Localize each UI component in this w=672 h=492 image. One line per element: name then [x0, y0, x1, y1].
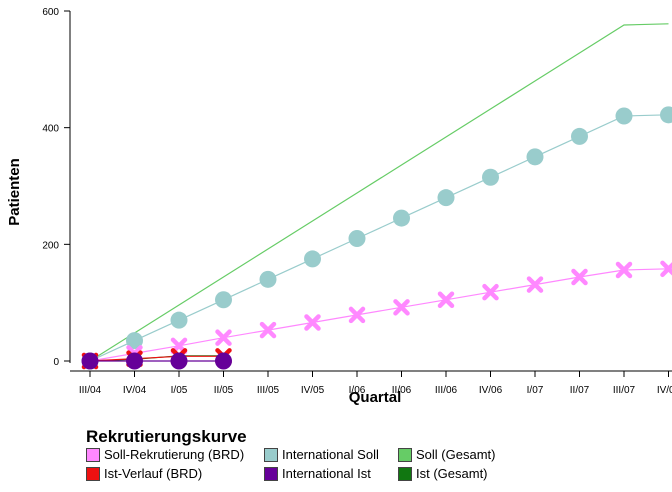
x-tick-label: II/05	[214, 385, 234, 396]
y-tick-label: 600	[42, 7, 59, 18]
data-point	[170, 311, 188, 329]
series-international-ist	[81, 352, 232, 370]
data-point	[348, 306, 366, 324]
data-point	[126, 352, 143, 370]
data-point	[348, 230, 366, 247]
x-tick-label: III/06	[435, 385, 458, 396]
legend-item: International Soll	[264, 447, 398, 463]
data-point	[215, 291, 232, 309]
legend-title: Rekrutierungskurve	[86, 427, 247, 446]
data-point	[126, 332, 143, 350]
x-tick-label: III/07	[613, 385, 636, 396]
data-point	[615, 107, 633, 125]
series-soll-rekrutierung-brd	[81, 260, 672, 370]
legend-label: Soll-Rekrutierung (BRD)	[104, 447, 245, 462]
legend-label: International Ist	[282, 466, 371, 481]
y-tick-label: 200	[42, 240, 59, 251]
data-point	[526, 276, 544, 293]
data-point	[437, 291, 455, 308]
legend-item: Ist (Gesamt)	[398, 466, 518, 482]
legend-label: Ist (Gesamt)	[416, 466, 488, 481]
data-point	[571, 268, 588, 286]
x-tick-label: I/05	[171, 385, 188, 396]
data-point	[393, 209, 410, 227]
data-point	[259, 321, 277, 339]
series-line	[89, 268, 669, 362]
x-tick-label: III/04	[79, 385, 102, 396]
x-tick-label: IV/05	[301, 385, 325, 396]
series-soll-gesamt	[89, 23, 669, 362]
legend-swatch	[264, 467, 278, 481]
series-line	[89, 23, 669, 362]
data-point	[571, 127, 588, 145]
legend-label: Ist-Verlauf (BRD)	[104, 466, 203, 481]
legend-grid: Soll-Rekrutierung (BRD) International Sol…	[86, 447, 526, 482]
legend: Rekrutierungskurve Soll-Rekrutierung (BR…	[86, 428, 526, 482]
x-tick-label: I/07	[527, 385, 544, 396]
data-point	[615, 261, 633, 279]
data-point	[393, 299, 410, 316]
series-line	[89, 355, 224, 362]
legend-item: Ist-Verlauf (BRD)	[86, 466, 264, 482]
series-layer	[81, 23, 672, 370]
data-point	[215, 352, 232, 370]
legend-label: International Soll	[282, 447, 379, 462]
x-tick-label: IV/06	[479, 385, 503, 396]
data-point	[526, 148, 544, 166]
legend-item: Soll-Rekrutierung (BRD)	[86, 447, 264, 463]
data-point	[304, 250, 321, 268]
data-point	[81, 352, 99, 370]
x-tick-label: III/05	[257, 385, 280, 396]
x-tick-label: IV/07	[657, 385, 672, 396]
x-tick-label: I/06	[349, 385, 366, 396]
legend-item: International Ist	[264, 466, 398, 482]
legend-item: Soll (Gesamt)	[398, 447, 518, 463]
legend-label: Soll (Gesamt)	[416, 447, 496, 462]
x-tick-label: IV/04	[123, 385, 147, 396]
data-point	[660, 106, 672, 124]
data-point	[170, 352, 188, 370]
y-tick-label: 400	[42, 124, 59, 135]
x-tick-label: II/07	[570, 385, 590, 396]
y-tick-label: 0	[53, 357, 59, 368]
legend-swatch	[86, 467, 100, 481]
data-point	[259, 270, 277, 288]
data-point	[437, 189, 455, 207]
series-international-soll	[81, 106, 672, 370]
legend-swatch	[398, 467, 412, 481]
data-point	[215, 329, 232, 346]
data-point	[304, 314, 321, 331]
legend-swatch	[398, 448, 412, 462]
data-point	[660, 260, 672, 278]
x-axis-label: Quartal	[349, 389, 402, 406]
data-point	[482, 283, 499, 301]
y-axis-label: Patienten	[6, 158, 23, 226]
data-point	[482, 168, 499, 186]
legend-swatch	[86, 448, 100, 462]
axes: 0 200 400 600 III/04 IV/04 I/05 II/05 III/05 IV/0…	[42, 7, 672, 396]
x-tick-label: II/06	[392, 385, 412, 396]
legend-swatch	[264, 448, 278, 462]
